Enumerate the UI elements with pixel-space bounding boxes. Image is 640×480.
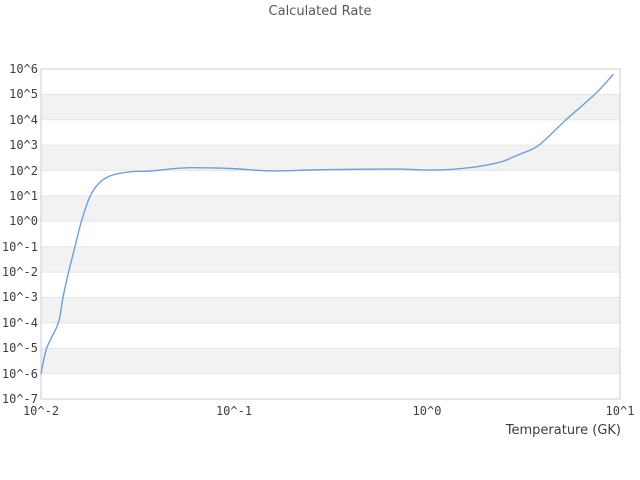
y-tick-label: 10^6 — [9, 62, 38, 76]
x-tick-label: 10^-1 — [215, 404, 253, 418]
y-tick-label: 10^-4 — [1, 315, 38, 330]
x-tick-label: 10^-2 — [22, 404, 60, 418]
y-tick-label: 10^-5 — [1, 341, 38, 356]
y-tick-label: 10^0 — [9, 214, 38, 229]
y-tick-label: 10^1 — [9, 188, 38, 203]
y-tick-label: 10^2 — [9, 163, 38, 178]
alternate-band — [41, 246, 620, 273]
x-tick-label: 10^1 — [605, 404, 635, 418]
alternate-band — [41, 348, 620, 374]
x-axis-title: Temperature (GK) — [505, 423, 621, 438]
x-tick-label: 10^0 — [412, 404, 442, 418]
y-tick-label: 10^3 — [9, 138, 38, 153]
y-tick-label: 10^4 — [9, 112, 38, 127]
chart-title: Calculated Rate — [268, 4, 372, 19]
alternate-band — [41, 297, 620, 323]
alternate-band — [41, 94, 620, 120]
y-tick-label: 10^-3 — [1, 290, 38, 305]
alternate-band — [41, 145, 620, 171]
y-tick-label: 10^-7 — [1, 392, 38, 406]
alternate-band — [41, 195, 620, 222]
y-tick-label: 10^-6 — [1, 366, 38, 381]
y-tick-label: 10^5 — [9, 87, 38, 102]
y-tick-label: 10^-2 — [1, 265, 38, 280]
plot-border — [40, 68, 621, 400]
rate-line-series — [40, 73, 614, 375]
y-tick-label: 10^-1 — [1, 239, 38, 254]
